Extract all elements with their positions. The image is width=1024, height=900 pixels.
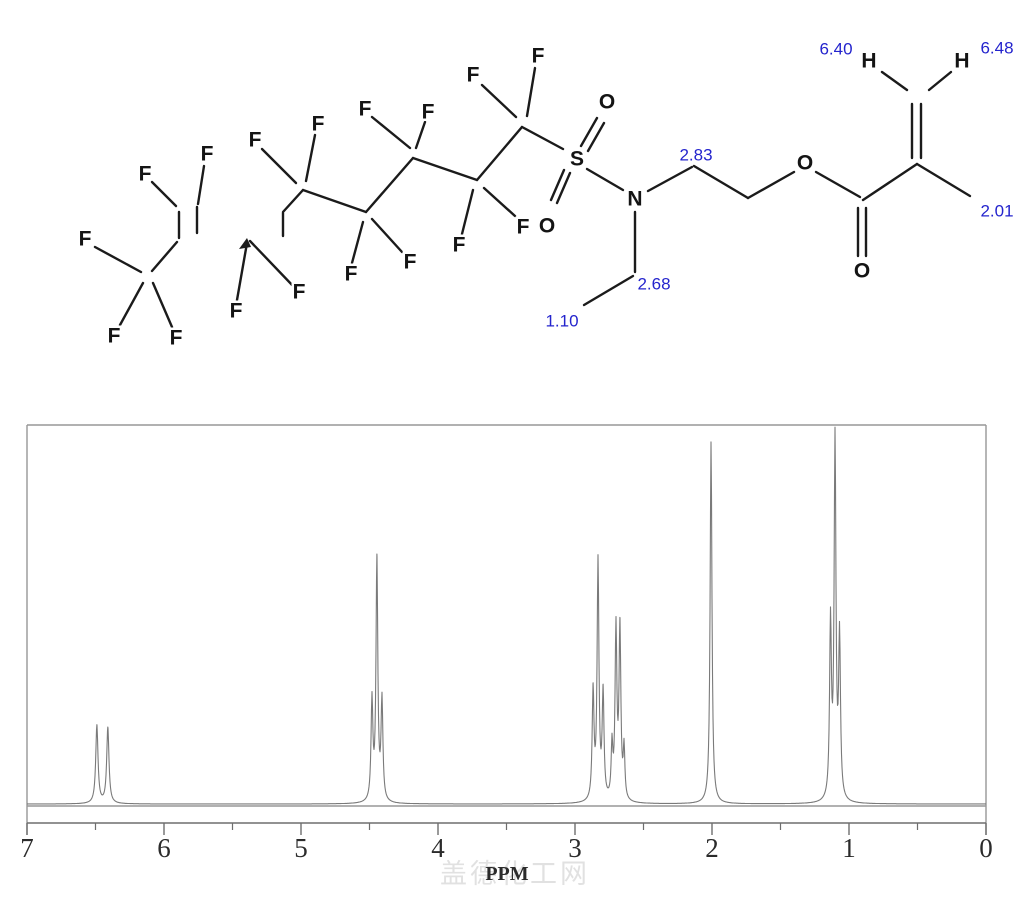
chemical-shift-label: 2.68 — [637, 275, 670, 294]
bond — [304, 133, 317, 183]
bond — [585, 167, 625, 192]
atom-label-F: F — [139, 163, 152, 186]
chemical-shift-label: 1.10 — [545, 312, 578, 331]
bond — [579, 116, 599, 148]
atom-label-O: O — [539, 215, 555, 238]
bond — [151, 281, 174, 329]
atom-label-F: F — [201, 143, 214, 166]
bond — [196, 164, 206, 206]
bond — [260, 147, 298, 185]
bond — [370, 115, 412, 150]
atom-label-F: F — [359, 98, 372, 121]
atom-label-F: F — [467, 64, 480, 87]
bond — [460, 188, 475, 236]
chemical-shift-label: 6.48 — [980, 39, 1013, 58]
bond — [549, 168, 566, 202]
atom-label-F: F — [230, 300, 243, 323]
bond — [411, 156, 479, 182]
atom-label-O: O — [797, 152, 813, 175]
atom-label-F: F — [517, 216, 530, 239]
atom-label-F: F — [79, 228, 92, 251]
atom-label-F: F — [293, 281, 306, 304]
bond — [746, 170, 796, 200]
atom-label-F: F — [312, 113, 325, 136]
bond — [582, 274, 635, 307]
atom-label-F: F — [345, 263, 358, 286]
bond — [927, 70, 953, 92]
axis-tick-label: 0 — [979, 833, 993, 863]
bond — [370, 217, 404, 254]
axis-tick-label: 5 — [294, 833, 308, 863]
atom-label-F: F — [532, 45, 545, 68]
atom-label-H: H — [861, 50, 876, 73]
axis-tick-label: 3 — [568, 833, 582, 863]
bond — [248, 239, 296, 289]
bond — [475, 125, 524, 182]
molecule-structure-drawing: F F F F F F F F F F F F F F F F F S N O O O O H H 6.40 6.48 2.83 2.6… — [76, 39, 1013, 353]
nmr-trace — [26, 426, 987, 805]
bond — [350, 220, 365, 265]
axis-tick-label: 7 — [20, 833, 34, 863]
axis-tick-label: 1 — [842, 833, 856, 863]
bond — [150, 240, 179, 273]
atom-label-F: F — [404, 251, 417, 274]
atom-label-F: F — [453, 234, 466, 257]
bond — [520, 125, 565, 151]
plot-layer: 7 6 5 4 3 2 1 0 — [20, 424, 993, 863]
chemical-shift-label: 6.40 — [819, 40, 852, 59]
bond — [150, 180, 178, 208]
bond — [880, 70, 909, 92]
atom-label-F: F — [170, 327, 183, 350]
bond — [586, 121, 606, 153]
atom-label-F: F — [422, 101, 435, 124]
nmr-spectrum-plot: 7 6 5 4 3 2 1 0 盖德化工网 PPM — [20, 424, 993, 889]
atom-label-F: F — [108, 325, 121, 348]
bond — [93, 245, 143, 274]
bond — [646, 165, 694, 193]
atom-label-F: F — [249, 129, 262, 152]
bond — [861, 162, 919, 202]
atom-label-S: S — [570, 148, 584, 171]
bond — [118, 281, 145, 327]
axis-tick-label: 2 — [705, 833, 719, 863]
bond — [364, 156, 415, 214]
axis-tick-label: 4 — [431, 833, 445, 863]
bond — [301, 188, 368, 214]
bond — [525, 66, 537, 118]
bond — [692, 164, 750, 200]
bond — [414, 120, 427, 150]
atom-label-H: H — [954, 50, 969, 73]
bond — [281, 188, 305, 214]
axis-tick-label: 6 — [157, 833, 171, 863]
chemical-shift-label: 2.01 — [980, 202, 1013, 221]
atom-label-O: O — [599, 91, 615, 114]
bond — [235, 241, 249, 302]
bond — [915, 162, 972, 198]
bond-arrowhead — [239, 238, 251, 249]
bond — [814, 170, 862, 199]
x-axis-title: PPM — [485, 863, 528, 885]
atom-label-N: N — [627, 188, 642, 211]
watermark-text: 盖德化工网 — [440, 859, 590, 889]
bond — [480, 83, 518, 119]
bond — [482, 186, 517, 218]
chemical-shift-label: 2.83 — [679, 146, 712, 165]
atom-label-O: O — [854, 260, 870, 283]
bond — [555, 171, 572, 205]
